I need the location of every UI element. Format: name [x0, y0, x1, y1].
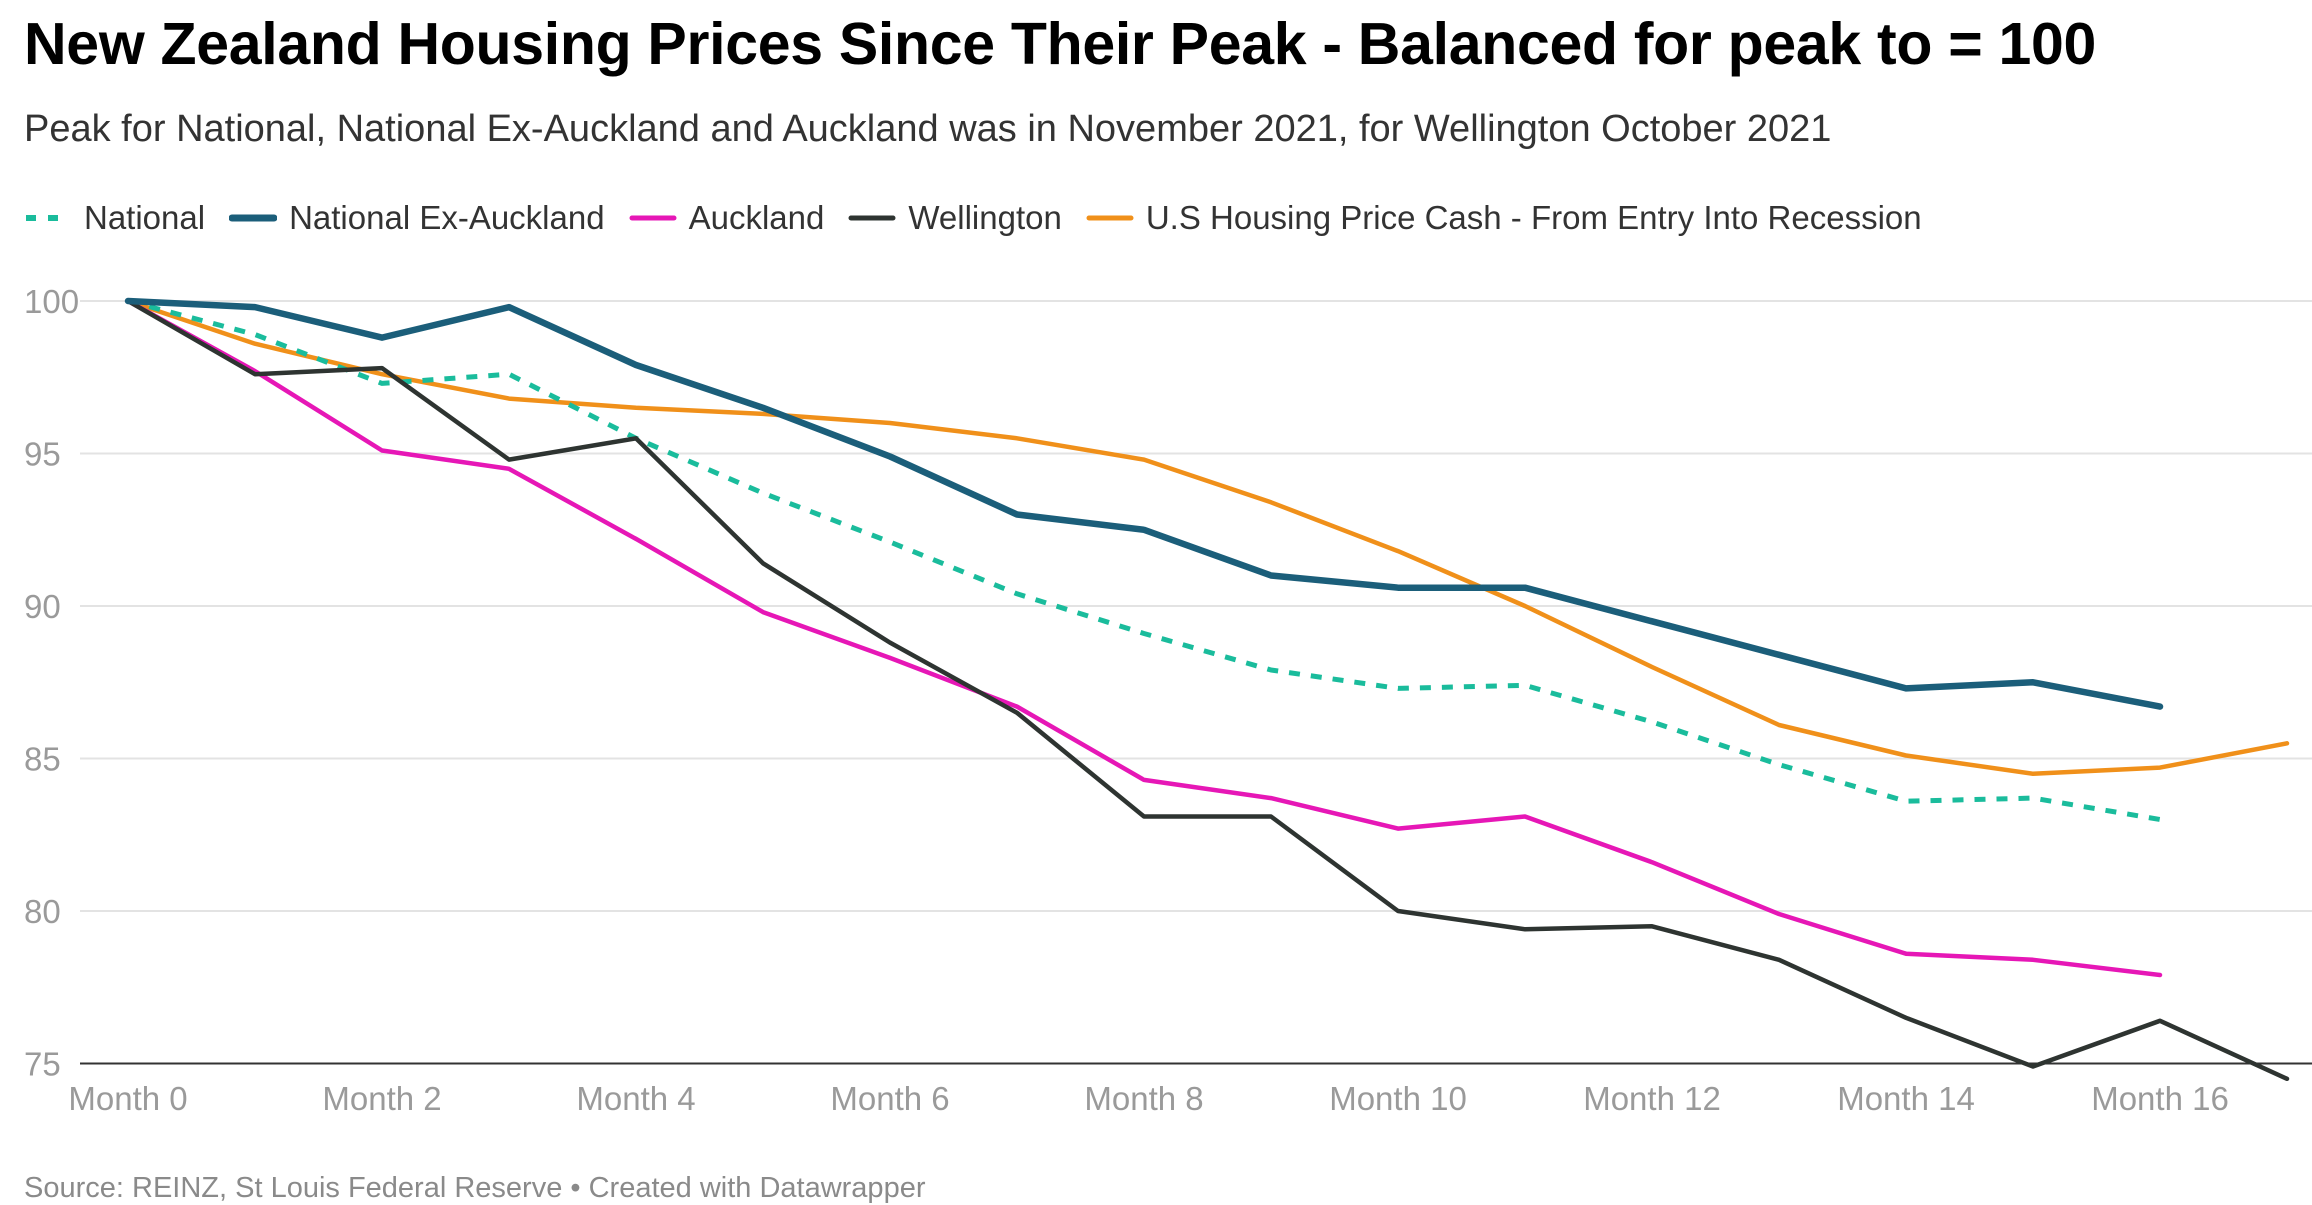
legend-swatch-us-housing: [1086, 208, 1134, 228]
y-tick-label: 95: [24, 436, 61, 473]
x-tick-label: Month 0: [68, 1080, 187, 1117]
x-tick-label: Month 8: [1084, 1080, 1203, 1117]
legend-swatch-national-ex-auckland: [229, 208, 278, 228]
legend-item-national-ex-auckland: National Ex-Auckland: [229, 199, 605, 237]
y-tick-label: 100: [24, 283, 79, 320]
legend-item-us-housing: U.S Housing Price Cash - From Entry Into…: [1086, 199, 1922, 237]
legend-swatch-wellington: [848, 208, 896, 228]
source-note: Source: REINZ, St Louis Federal Reserve …: [24, 1172, 926, 1204]
legend-label-national-ex-auckland: National Ex-Auckland: [289, 199, 605, 236]
y-tick-label: 85: [24, 741, 61, 778]
series-line-u-s-housing-price-cash-from-entry-into-recession: [125, 298, 2290, 777]
series-line-national-ex-auckland: [124, 297, 2164, 710]
legend-item-national: National: [24, 199, 205, 237]
legend-item-wellington: Wellington: [848, 199, 1062, 237]
series-line-wellington: [125, 298, 2290, 1082]
legend-label-us-housing: U.S Housing Price Cash - From Entry Into…: [1145, 199, 1922, 236]
legend-label-wellington: Wellington: [908, 199, 1062, 236]
series-layer: [124, 297, 2290, 1082]
legend-swatch-national: [24, 208, 72, 228]
series-line-national: [127, 298, 2161, 822]
x-tick-label: Month 10: [1329, 1080, 1467, 1117]
chart-legend: National National Ex-Auckland Auckland W…: [24, 196, 1946, 240]
x-tick-label: Month 14: [1837, 1080, 1975, 1117]
x-tick-label: Month 12: [1583, 1080, 1721, 1117]
x-tick-label: Month 4: [576, 1080, 695, 1117]
y-tick-label: 75: [24, 1046, 61, 1083]
y-tick-label: 80: [24, 893, 61, 930]
legend-label-national: National: [84, 199, 206, 236]
series-line-auckland: [125, 298, 2163, 978]
x-axis-labels: Month 0 Month 2 Month 4 Month 6 Month 8 Month…: [68, 1080, 2228, 1117]
legend-label-auckland: Auckland: [688, 199, 825, 236]
y-tick-label: 90: [24, 588, 61, 625]
legend-item-auckland: Auckland: [629, 199, 825, 237]
y-axis-labels: 100 95 90 85 80 75: [24, 283, 79, 1083]
x-tick-label: Month 6: [830, 1080, 949, 1117]
legend-swatch-auckland: [629, 208, 677, 228]
chart-title: New Zealand Housing Prices Since Their P…: [24, 11, 2097, 77]
chart-subtitle: Peak for National, National Ex-Auckland …: [24, 108, 1832, 150]
x-tick-label: Month 2: [322, 1080, 441, 1117]
x-tick-label: Month 16: [2091, 1080, 2229, 1117]
